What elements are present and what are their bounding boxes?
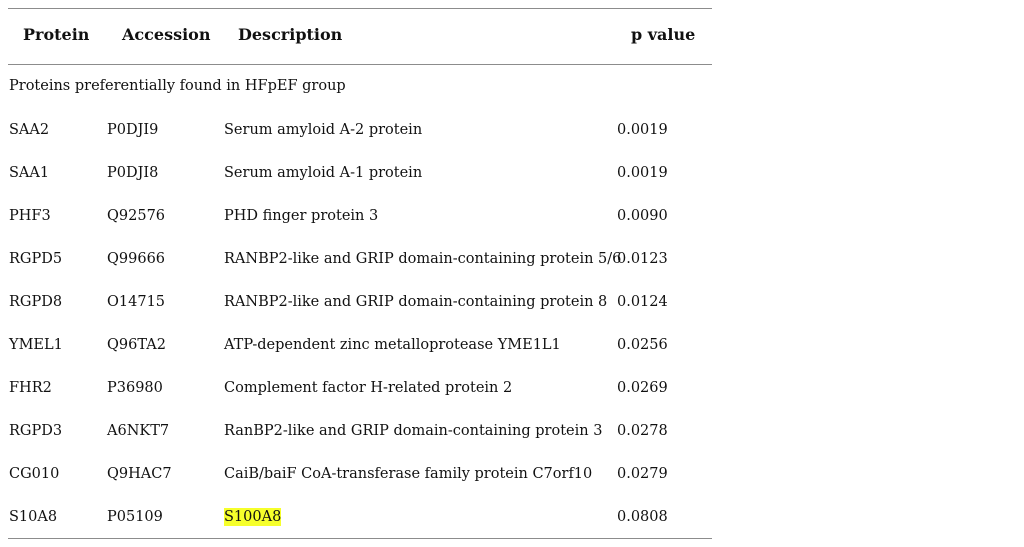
cell-description-highlighted: S100A8 xyxy=(224,508,282,526)
header-description: Description xyxy=(238,25,343,44)
cell-description: RANBP2-like and GRIP domain-containing p… xyxy=(224,294,608,310)
table-row: YMEL1 Q96TA2 ATP-dependent zinc metallop… xyxy=(8,336,712,379)
cell-p-value: 0.0019 xyxy=(617,122,668,138)
table-row: FHR2 P36980 Complement factor H-related … xyxy=(8,379,712,422)
cell-description: Complement factor H-related protein 2 xyxy=(224,380,513,396)
cell-p-value: 0.0808 xyxy=(617,509,668,525)
cell-protein: RGPD3 xyxy=(9,423,63,439)
cell-description: ATP-dependent zinc metalloprotease YME1L… xyxy=(224,337,561,353)
cell-description: Serum amyloid A-1 protein xyxy=(224,165,423,181)
top-rule xyxy=(8,8,712,9)
cell-description: Serum amyloid A-2 protein xyxy=(224,122,423,138)
header-p-value: p value xyxy=(631,25,696,44)
cell-description: RanBP2-like and GRIP domain-containing p… xyxy=(224,423,603,439)
table-row: S10A8 P05109 S100A8 0.0808 xyxy=(8,508,712,547)
cell-description: RANBP2-like and GRIP domain-containing p… xyxy=(224,251,622,267)
cell-accession: P05109 xyxy=(107,509,163,525)
cell-protein: SAA1 xyxy=(9,165,50,181)
table-row: RGPD8 O14715 RANBP2-like and GRIP domain… xyxy=(8,293,712,336)
cell-protein: YMEL1 xyxy=(9,337,63,353)
table-row: RGPD3 A6NKT7 RanBP2-like and GRIP domain… xyxy=(8,422,712,465)
cell-accession: P36980 xyxy=(107,380,163,396)
cell-p-value: 0.0279 xyxy=(617,466,668,482)
table-row: SAA1 P0DJI8 Serum amyloid A-1 protein 0.… xyxy=(8,164,712,207)
bottom-rule xyxy=(8,538,712,539)
cell-accession: A6NKT7 xyxy=(107,423,170,439)
cell-description: PHD finger protein 3 xyxy=(224,208,379,224)
cell-accession: P0DJI9 xyxy=(107,122,159,138)
cell-accession: Q99666 xyxy=(107,251,166,267)
table-row: RGPD5 Q99666 RANBP2-like and GRIP domain… xyxy=(8,250,712,293)
cell-protein: S10A8 xyxy=(9,509,58,525)
cell-accession: O14715 xyxy=(107,294,166,310)
header-protein: Protein xyxy=(23,25,90,44)
cell-protein: RGPD5 xyxy=(9,251,63,267)
cell-accession: Q9HAC7 xyxy=(107,466,172,482)
cell-protein: FHR2 xyxy=(9,380,52,396)
cell-protein: PHF3 xyxy=(9,208,51,224)
cell-p-value: 0.0123 xyxy=(617,251,668,267)
cell-protein: CG010 xyxy=(9,466,60,482)
header-rule xyxy=(8,64,712,65)
cell-p-value: 0.0019 xyxy=(617,165,668,181)
table-row: PHF3 Q92576 PHD finger protein 3 0.0090 xyxy=(8,207,712,250)
cell-p-value: 0.0278 xyxy=(617,423,668,439)
header-accession: Accession xyxy=(122,25,211,44)
cell-p-value: 0.0090 xyxy=(617,208,668,224)
cell-accession: Q92576 xyxy=(107,208,166,224)
table-row: CG010 Q9HAC7 CaiB/baiF CoA-transferase f… xyxy=(8,465,712,508)
cell-p-value: 0.0124 xyxy=(617,294,668,310)
cell-description: CaiB/baiF CoA-transferase family protein… xyxy=(224,466,593,482)
cell-protein: SAA2 xyxy=(9,122,50,138)
table-row: SAA2 P0DJI9 Serum amyloid A-2 protein 0.… xyxy=(8,121,712,164)
cell-accession: P0DJI8 xyxy=(107,165,159,181)
cell-p-value: 0.0269 xyxy=(617,380,668,396)
cell-p-value: 0.0256 xyxy=(617,337,668,353)
cell-protein: RGPD8 xyxy=(9,294,63,310)
cell-accession: Q96TA2 xyxy=(107,337,166,353)
section-title: Proteins preferentially found in HFpEF g… xyxy=(9,78,346,94)
